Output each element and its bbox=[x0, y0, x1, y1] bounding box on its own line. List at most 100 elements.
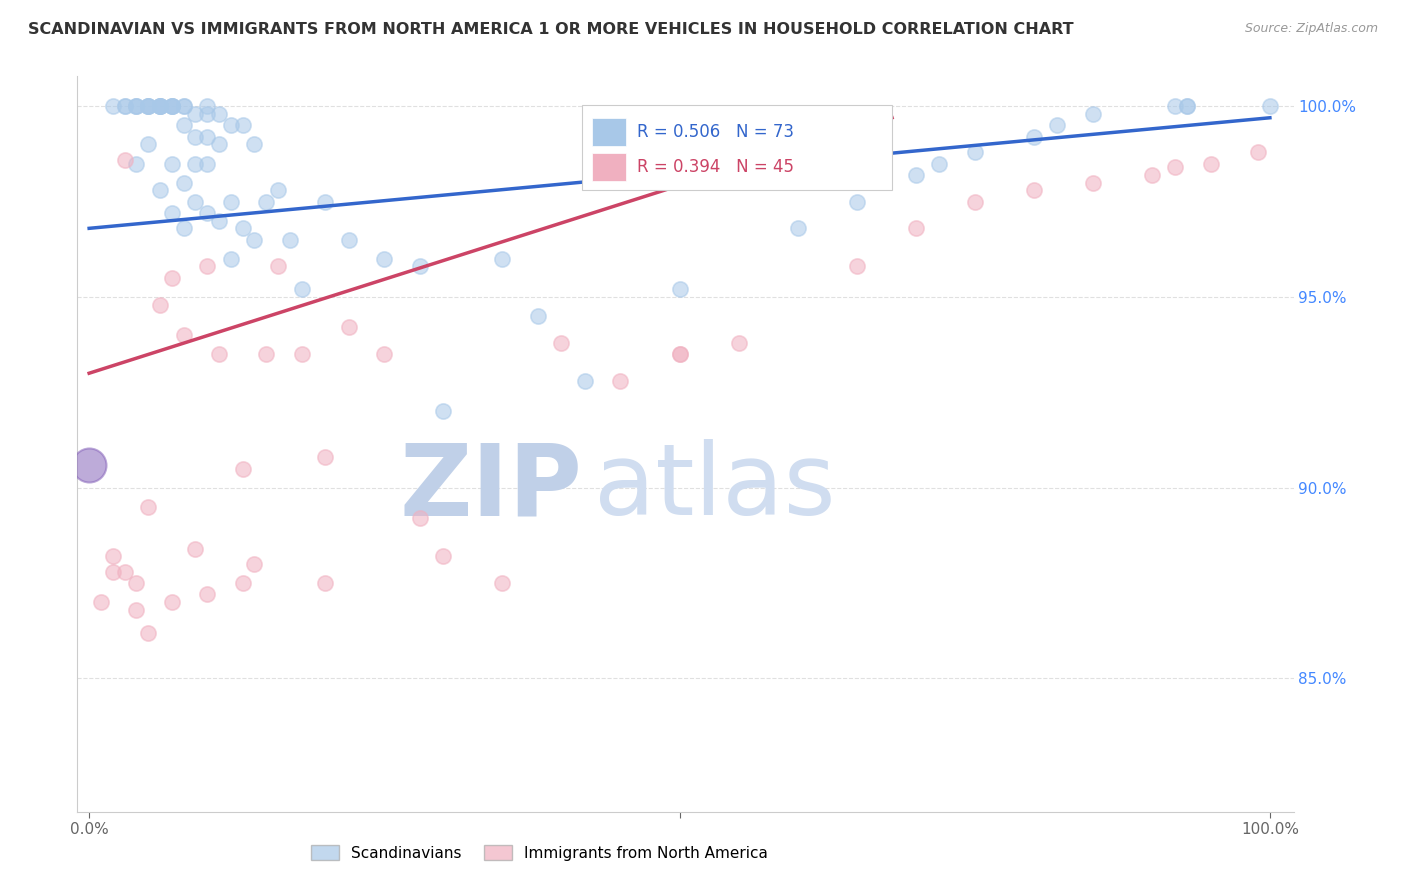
Point bbox=[208, 213, 231, 227]
Point bbox=[125, 99, 148, 113]
Point bbox=[527, 309, 550, 323]
Point bbox=[136, 99, 159, 113]
Point bbox=[208, 107, 231, 121]
Point bbox=[149, 99, 172, 113]
Point bbox=[609, 374, 631, 388]
Point bbox=[432, 404, 454, 418]
Point bbox=[149, 99, 172, 113]
Point bbox=[491, 252, 513, 266]
Point bbox=[101, 99, 124, 113]
Point bbox=[337, 320, 360, 334]
Point bbox=[114, 565, 136, 579]
Text: SCANDINAVIAN VS IMMIGRANTS FROM NORTH AMERICA 1 OR MORE VEHICLES IN HOUSEHOLD CO: SCANDINAVIAN VS IMMIGRANTS FROM NORTH AM… bbox=[28, 22, 1074, 37]
Point bbox=[1258, 99, 1281, 113]
Text: ZIP: ZIP bbox=[399, 440, 582, 536]
Point bbox=[1247, 145, 1270, 159]
Point bbox=[219, 252, 242, 266]
Point bbox=[668, 347, 690, 361]
Point bbox=[160, 99, 183, 113]
Point bbox=[491, 576, 513, 591]
Point bbox=[243, 557, 266, 571]
Point bbox=[160, 99, 183, 113]
Point bbox=[184, 107, 207, 121]
Point bbox=[195, 99, 218, 113]
Point bbox=[1164, 161, 1187, 175]
Point bbox=[1022, 129, 1045, 144]
Point bbox=[786, 156, 808, 170]
Point bbox=[254, 194, 277, 209]
Point bbox=[574, 374, 596, 388]
Point bbox=[314, 576, 336, 591]
Point bbox=[314, 194, 336, 209]
Point bbox=[928, 156, 950, 170]
Point bbox=[845, 194, 868, 209]
Point bbox=[267, 183, 290, 197]
Point bbox=[963, 145, 986, 159]
Point bbox=[173, 99, 195, 113]
Point bbox=[1175, 99, 1198, 113]
Point bbox=[160, 206, 183, 220]
Point bbox=[243, 233, 266, 247]
Text: R = 0.506   N = 73: R = 0.506 N = 73 bbox=[637, 123, 794, 141]
Point bbox=[195, 107, 218, 121]
Point bbox=[114, 99, 136, 113]
Point bbox=[208, 347, 231, 361]
Point bbox=[786, 221, 808, 235]
Point bbox=[114, 99, 136, 113]
Point bbox=[173, 119, 195, 133]
Point bbox=[963, 194, 986, 209]
Point bbox=[184, 194, 207, 209]
Point bbox=[254, 347, 277, 361]
Text: atlas: atlas bbox=[595, 440, 835, 536]
Point bbox=[267, 260, 290, 274]
Point bbox=[173, 176, 195, 190]
Point bbox=[160, 99, 183, 113]
Point bbox=[232, 119, 254, 133]
Point bbox=[668, 282, 690, 296]
Point bbox=[173, 328, 195, 343]
Point bbox=[904, 221, 927, 235]
Point bbox=[77, 458, 100, 472]
Point bbox=[1022, 183, 1045, 197]
Point bbox=[136, 137, 159, 152]
Point bbox=[136, 99, 159, 113]
Point bbox=[219, 119, 242, 133]
Point bbox=[373, 252, 395, 266]
Point bbox=[136, 500, 159, 514]
Point bbox=[195, 587, 218, 601]
Point bbox=[337, 233, 360, 247]
Point bbox=[125, 602, 148, 616]
Point bbox=[149, 99, 172, 113]
Point bbox=[125, 156, 148, 170]
Point bbox=[208, 137, 231, 152]
Point bbox=[125, 99, 148, 113]
FancyBboxPatch shape bbox=[592, 118, 626, 145]
Point bbox=[184, 541, 207, 556]
Point bbox=[149, 183, 172, 197]
Point bbox=[314, 450, 336, 464]
Point bbox=[160, 595, 183, 609]
Point bbox=[1199, 156, 1222, 170]
Legend: Scandinavians, Immigrants from North America: Scandinavians, Immigrants from North Ame… bbox=[305, 838, 773, 867]
Point bbox=[232, 221, 254, 235]
Point bbox=[101, 565, 124, 579]
Point bbox=[550, 335, 572, 350]
Point bbox=[373, 347, 395, 361]
Point bbox=[243, 137, 266, 152]
Point bbox=[195, 206, 218, 220]
Point bbox=[845, 260, 868, 274]
Point bbox=[184, 129, 207, 144]
Point bbox=[904, 168, 927, 182]
Text: Source: ZipAtlas.com: Source: ZipAtlas.com bbox=[1244, 22, 1378, 36]
FancyBboxPatch shape bbox=[582, 105, 893, 190]
Point bbox=[1164, 99, 1187, 113]
Point bbox=[173, 99, 195, 113]
Point bbox=[1140, 168, 1163, 182]
Point bbox=[1175, 99, 1198, 113]
Point bbox=[195, 156, 218, 170]
Point bbox=[1081, 176, 1104, 190]
Point bbox=[668, 347, 690, 361]
Point bbox=[195, 260, 218, 274]
Point bbox=[278, 233, 301, 247]
Point bbox=[727, 335, 749, 350]
